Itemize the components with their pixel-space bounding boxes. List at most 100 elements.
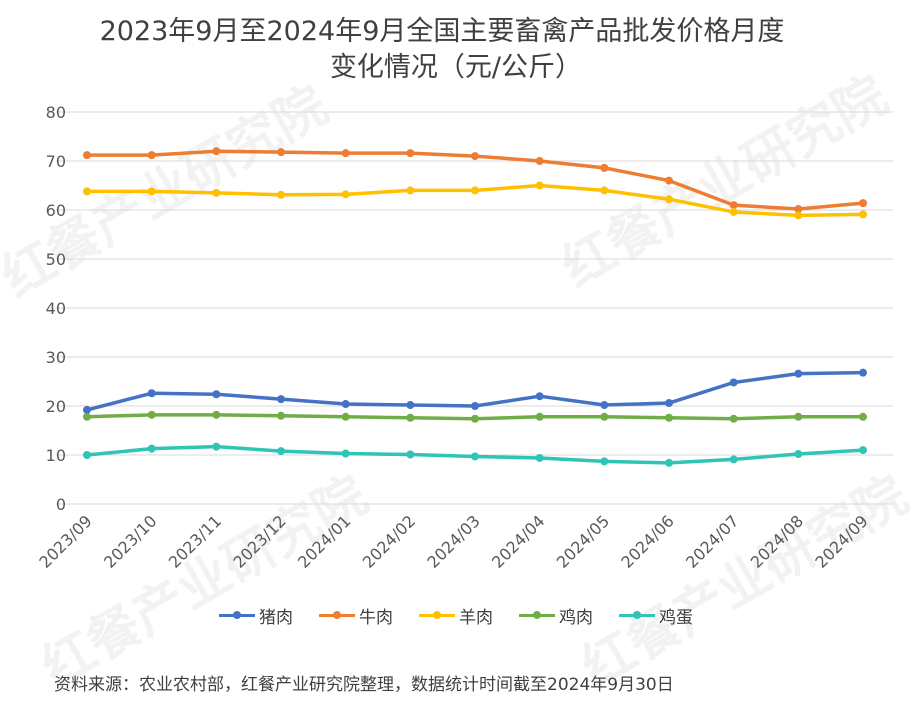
- legend-item: 牛肉: [319, 603, 393, 628]
- data-point-猪肉: [83, 405, 91, 414]
- data-point-猪肉: [665, 399, 673, 408]
- chart-subtitle: 变化情况（元/公斤）: [329, 52, 583, 83]
- data-point-牛肉: [341, 149, 350, 158]
- data-point-牛肉: [859, 199, 867, 208]
- data-point-鸡肉: [147, 410, 156, 419]
- legend-item: 鸡蛋: [619, 603, 693, 628]
- y-tick-label: 50: [46, 250, 66, 269]
- data-point-鸡蛋: [147, 444, 156, 453]
- y-tick-label: 20: [46, 397, 66, 416]
- data-point-猪肉: [729, 378, 738, 387]
- data-point-猪肉: [212, 390, 221, 399]
- data-point-鸡肉: [665, 413, 673, 422]
- data-point-猪肉: [471, 402, 479, 410]
- data-point-牛肉: [212, 147, 221, 156]
- data-point-羊肉: [212, 188, 221, 197]
- data-point-牛肉: [729, 201, 738, 210]
- y-tick-label: 70: [46, 152, 66, 171]
- data-point-鸡蛋: [406, 450, 415, 459]
- x-tick-label: 2024/01: [294, 511, 354, 571]
- data-point-鸡肉: [277, 411, 285, 420]
- data-point-鸡肉: [83, 412, 91, 421]
- x-tick-label: 2024/09: [811, 511, 871, 571]
- x-tick-label: 2023/12: [229, 511, 289, 571]
- data-point-鸡肉: [341, 412, 350, 421]
- y-tick-label: 10: [46, 446, 66, 465]
- data-point-羊肉: [341, 190, 350, 199]
- data-point-鸡蛋: [665, 458, 673, 467]
- data-point-牛肉: [600, 163, 609, 172]
- data-point-牛肉: [665, 176, 673, 185]
- chart-title: 2023年9月至2024年9月全国主要畜禽产品批发价格月度: [99, 16, 785, 47]
- data-point-羊肉: [471, 186, 479, 195]
- data-point-羊肉: [665, 195, 673, 204]
- legend-item: 鸡肉: [519, 603, 593, 628]
- data-point-鸡蛋: [83, 451, 91, 459]
- data-point-羊肉: [277, 190, 285, 199]
- legend-label: 牛肉: [359, 608, 393, 628]
- data-point-猪肉: [535, 392, 544, 401]
- data-point-鸡蛋: [794, 450, 803, 459]
- data-point-羊肉: [859, 210, 867, 219]
- data-point-猪肉: [600, 401, 609, 410]
- legend-swatch: [319, 611, 355, 619]
- legend-swatch: [619, 611, 655, 619]
- data-point-牛肉: [83, 151, 91, 160]
- data-point-羊肉: [600, 186, 609, 195]
- data-point-猪肉: [794, 369, 803, 378]
- x-tick-label: 2023/10: [100, 511, 160, 571]
- legend-item: 猪肉: [219, 603, 293, 628]
- data-point-鸡肉: [600, 412, 609, 421]
- data-point-猪肉: [341, 400, 350, 409]
- legend-swatch: [519, 611, 555, 619]
- data-point-猪肉: [406, 401, 415, 410]
- data-point-鸡蛋: [859, 446, 867, 455]
- data-point-猪肉: [147, 389, 156, 398]
- data-point-鸡肉: [794, 412, 803, 421]
- legend-item: 羊肉: [419, 603, 493, 628]
- data-point-牛肉: [147, 151, 156, 160]
- data-point-羊肉: [406, 186, 415, 195]
- y-tick-label: 40: [46, 299, 66, 318]
- x-tick-label: 2024/04: [488, 511, 548, 571]
- data-point-猪肉: [277, 395, 285, 404]
- data-point-牛肉: [535, 157, 544, 165]
- y-tick-label: 80: [46, 103, 66, 122]
- data-point-羊肉: [535, 181, 544, 190]
- legend-label: 猪肉: [259, 608, 293, 628]
- data-point-鸡蛋: [277, 447, 285, 456]
- x-tick-label: 2024/07: [682, 511, 742, 571]
- data-point-鸡肉: [859, 412, 867, 421]
- data-point-鸡肉: [471, 414, 479, 423]
- x-tick-label: 2024/02: [359, 511, 419, 571]
- data-point-牛肉: [471, 152, 479, 161]
- data-point-鸡肉: [406, 413, 415, 422]
- data-point-牛肉: [406, 149, 415, 158]
- x-tick-label: 2023/11: [165, 511, 225, 571]
- x-tick-label: 2024/03: [423, 511, 483, 571]
- x-tick-label: 2024/06: [617, 511, 677, 571]
- legend-swatch: [219, 611, 255, 619]
- data-point-羊肉: [83, 187, 91, 196]
- y-tick-label: 30: [46, 348, 66, 367]
- y-tick-label: 60: [46, 201, 66, 220]
- data-point-鸡肉: [729, 414, 738, 423]
- legend-label: 羊肉: [459, 608, 493, 628]
- data-point-羊肉: [794, 211, 803, 220]
- legend-swatch: [419, 611, 455, 619]
- data-point-羊肉: [729, 207, 738, 216]
- data-point-鸡蛋: [729, 455, 738, 464]
- x-tick-label: 2024/05: [553, 511, 613, 571]
- data-point-鸡肉: [535, 412, 544, 421]
- data-point-鸡蛋: [471, 452, 479, 461]
- x-tick-label: 2023/09: [35, 511, 95, 571]
- data-point-鸡蛋: [341, 449, 350, 458]
- legend: 猪肉 牛肉 羊肉 鸡肉 鸡蛋: [0, 603, 912, 628]
- data-point-鸡蛋: [600, 457, 609, 466]
- data-point-羊肉: [147, 187, 156, 196]
- data-point-猪肉: [859, 368, 867, 377]
- data-point-牛肉: [794, 205, 803, 214]
- y-tick-label: 0: [56, 495, 66, 514]
- data-point-鸡肉: [212, 410, 221, 419]
